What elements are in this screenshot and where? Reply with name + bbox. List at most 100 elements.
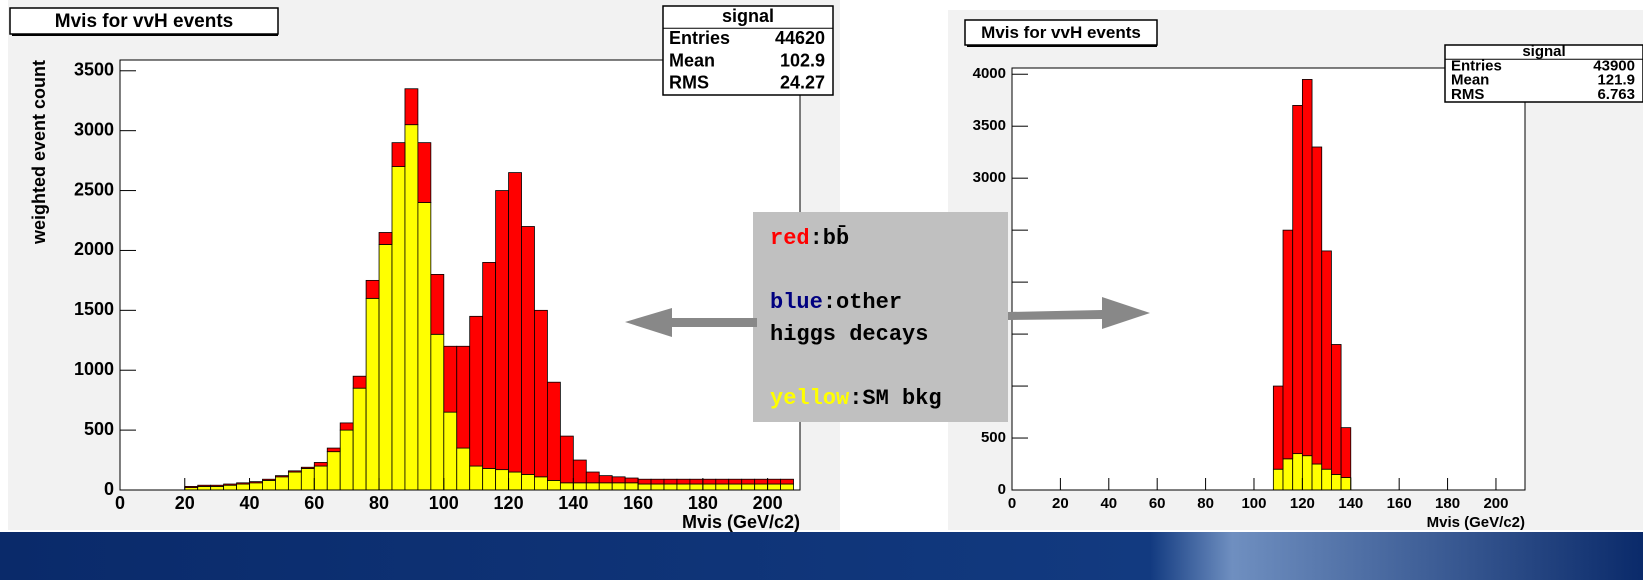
stats-value: 6.763 xyxy=(1597,86,1635,103)
x-tick-label: 80 xyxy=(369,493,389,513)
stats-box xyxy=(1444,44,1643,103)
stats-value: 24.27 xyxy=(780,73,825,93)
chart-right: 0204060801001201401601802000500100015002… xyxy=(923,19,1643,531)
bar xyxy=(728,478,743,485)
x-tick-label: 120 xyxy=(1290,495,1315,512)
bar xyxy=(637,478,652,485)
legend-line: yellow:SM bkg xyxy=(770,386,942,411)
bar xyxy=(559,482,574,491)
bar xyxy=(339,429,354,491)
bar xyxy=(313,462,328,467)
stats-title: signal xyxy=(722,6,774,26)
bar xyxy=(1311,146,1323,465)
x-tick-label: 200 xyxy=(1483,495,1508,512)
y-axis-label: weighted event count xyxy=(923,68,940,222)
stats-key: Mean xyxy=(669,50,715,70)
legend-desc: :bb̄ xyxy=(810,225,850,251)
bar xyxy=(1301,455,1313,491)
bar xyxy=(469,465,484,491)
x-tick-label: 180 xyxy=(688,493,718,513)
bar xyxy=(1272,385,1284,470)
bar xyxy=(313,465,328,491)
bar xyxy=(378,232,393,245)
legend-word: red xyxy=(770,226,810,251)
bar xyxy=(223,483,237,486)
bar xyxy=(689,478,704,485)
x-tick-label: 120 xyxy=(494,493,524,513)
y-tick-label: 500 xyxy=(84,419,114,439)
y-tick-label: 2000 xyxy=(74,239,114,259)
bar xyxy=(508,172,522,473)
bar xyxy=(378,244,393,491)
legend-line: red:bb̄ xyxy=(770,225,849,251)
bar xyxy=(547,480,561,491)
chart-title: Mvis for vvH events xyxy=(981,23,1141,42)
bar xyxy=(262,480,276,491)
bar xyxy=(249,481,263,484)
bar xyxy=(1311,463,1323,491)
y-tick-label: 1000 xyxy=(74,359,114,379)
bar xyxy=(650,483,665,491)
stats-value: 121.9 xyxy=(1597,72,1635,89)
bar xyxy=(482,262,497,469)
stats-key: RMS xyxy=(669,73,709,93)
legend-line: blue:other xyxy=(770,290,902,315)
x-tick-label: 80 xyxy=(1197,495,1214,512)
stats-key: Entries xyxy=(669,28,730,48)
bar xyxy=(365,297,380,491)
bar xyxy=(210,484,225,487)
bar xyxy=(365,279,380,299)
bar xyxy=(391,142,406,168)
bar xyxy=(611,482,626,491)
bar xyxy=(702,478,717,485)
bar xyxy=(223,484,237,491)
stats-value: 102.9 xyxy=(780,50,825,70)
x-axis-label: Mvis (GeV/c2) xyxy=(682,512,800,532)
legend-desc: :SM bkg xyxy=(849,386,941,411)
bar xyxy=(741,483,756,491)
bar xyxy=(197,486,212,491)
x-tick-label: 200 xyxy=(753,493,783,513)
bar xyxy=(1340,477,1352,491)
x-axis-label: Mvis (GeV/c2) xyxy=(1427,514,1525,531)
bar xyxy=(585,482,600,491)
bar xyxy=(534,309,548,478)
bar xyxy=(443,345,458,413)
bar xyxy=(326,451,341,491)
bar xyxy=(767,483,781,491)
x-tick-label: 40 xyxy=(1100,495,1117,512)
x-tick-label: 0 xyxy=(1008,495,1016,512)
title-box xyxy=(9,7,279,35)
bar xyxy=(521,226,535,475)
footer-band xyxy=(0,532,1643,580)
bar xyxy=(1331,344,1342,475)
stats-key: Mean xyxy=(1451,72,1489,89)
bar xyxy=(300,466,315,469)
bar xyxy=(559,435,574,484)
y-tick-label: 1500 xyxy=(74,299,114,319)
x-tick-label: 0 xyxy=(115,493,125,513)
bar xyxy=(236,482,250,485)
x-tick-label: 20 xyxy=(1052,495,1069,512)
bar xyxy=(663,478,678,485)
bar xyxy=(443,411,458,491)
legend-bg xyxy=(753,212,1008,422)
bar xyxy=(534,476,548,491)
bar xyxy=(572,459,587,484)
x-tick-label: 40 xyxy=(240,493,260,513)
y-tick-label: 3500 xyxy=(973,117,1006,134)
bar xyxy=(676,483,691,491)
bar xyxy=(1321,468,1332,491)
y-tick-label: 3000 xyxy=(74,119,114,139)
x-tick-label: 60 xyxy=(1149,495,1166,512)
bar xyxy=(456,447,471,491)
bar xyxy=(236,483,250,491)
bar xyxy=(1282,458,1294,491)
legend-word: blue xyxy=(770,290,823,315)
legend-desc: higgs decays xyxy=(770,322,928,347)
bar xyxy=(287,471,302,491)
stats-key: RMS xyxy=(1451,86,1484,103)
bar xyxy=(715,483,730,491)
bar xyxy=(339,422,354,431)
x-tick-label: 160 xyxy=(623,493,653,513)
